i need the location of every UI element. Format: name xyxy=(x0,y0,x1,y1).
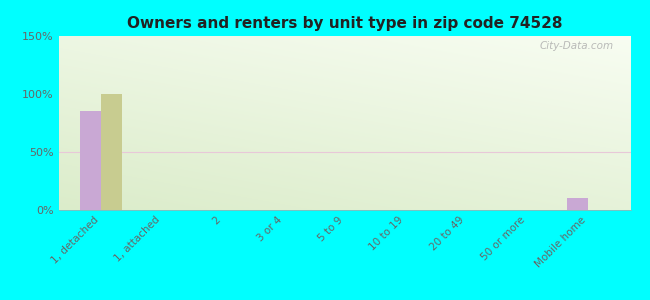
Bar xyxy=(567,198,588,210)
Text: City-Data.com: City-Data.com xyxy=(540,41,614,51)
Title: Owners and renters by unit type in zip code 74528: Owners and renters by unit type in zip c… xyxy=(127,16,562,31)
Bar xyxy=(80,111,101,210)
Bar xyxy=(101,94,122,210)
